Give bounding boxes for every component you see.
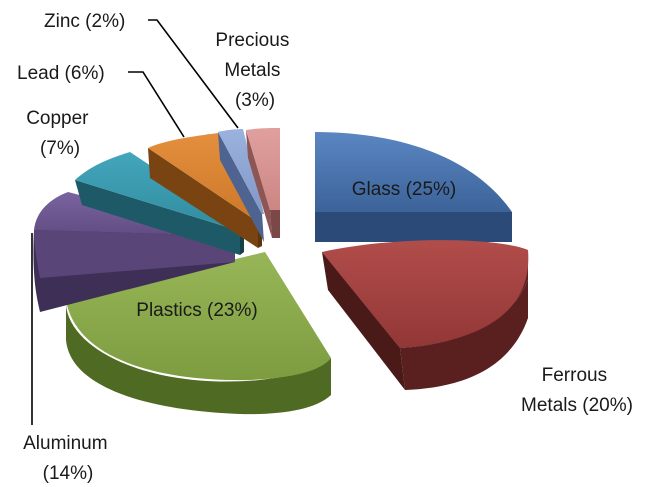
label-copper: Copper (7%) xyxy=(26,108,94,159)
label-precious-metals: Precious Metals (3%) xyxy=(215,30,294,111)
leader-line-zinc xyxy=(148,19,239,129)
label-lead: Lead (6%) xyxy=(17,63,105,84)
label-ferrous-metals: Ferrous Metals (20%) xyxy=(521,365,633,416)
label-plastics: Plastics (23%) xyxy=(136,300,257,321)
leader-line-lead xyxy=(128,71,185,138)
label-zinc: Zinc (2%) xyxy=(44,11,125,32)
slice-precious-metals xyxy=(246,128,280,238)
slice-ferrous-metals xyxy=(322,240,529,390)
slice-zinc xyxy=(218,129,264,242)
label-aluminum: Aluminum (14%) xyxy=(23,433,113,484)
label-glass: Glass (25%) xyxy=(352,179,457,200)
slice-glass xyxy=(315,132,512,242)
